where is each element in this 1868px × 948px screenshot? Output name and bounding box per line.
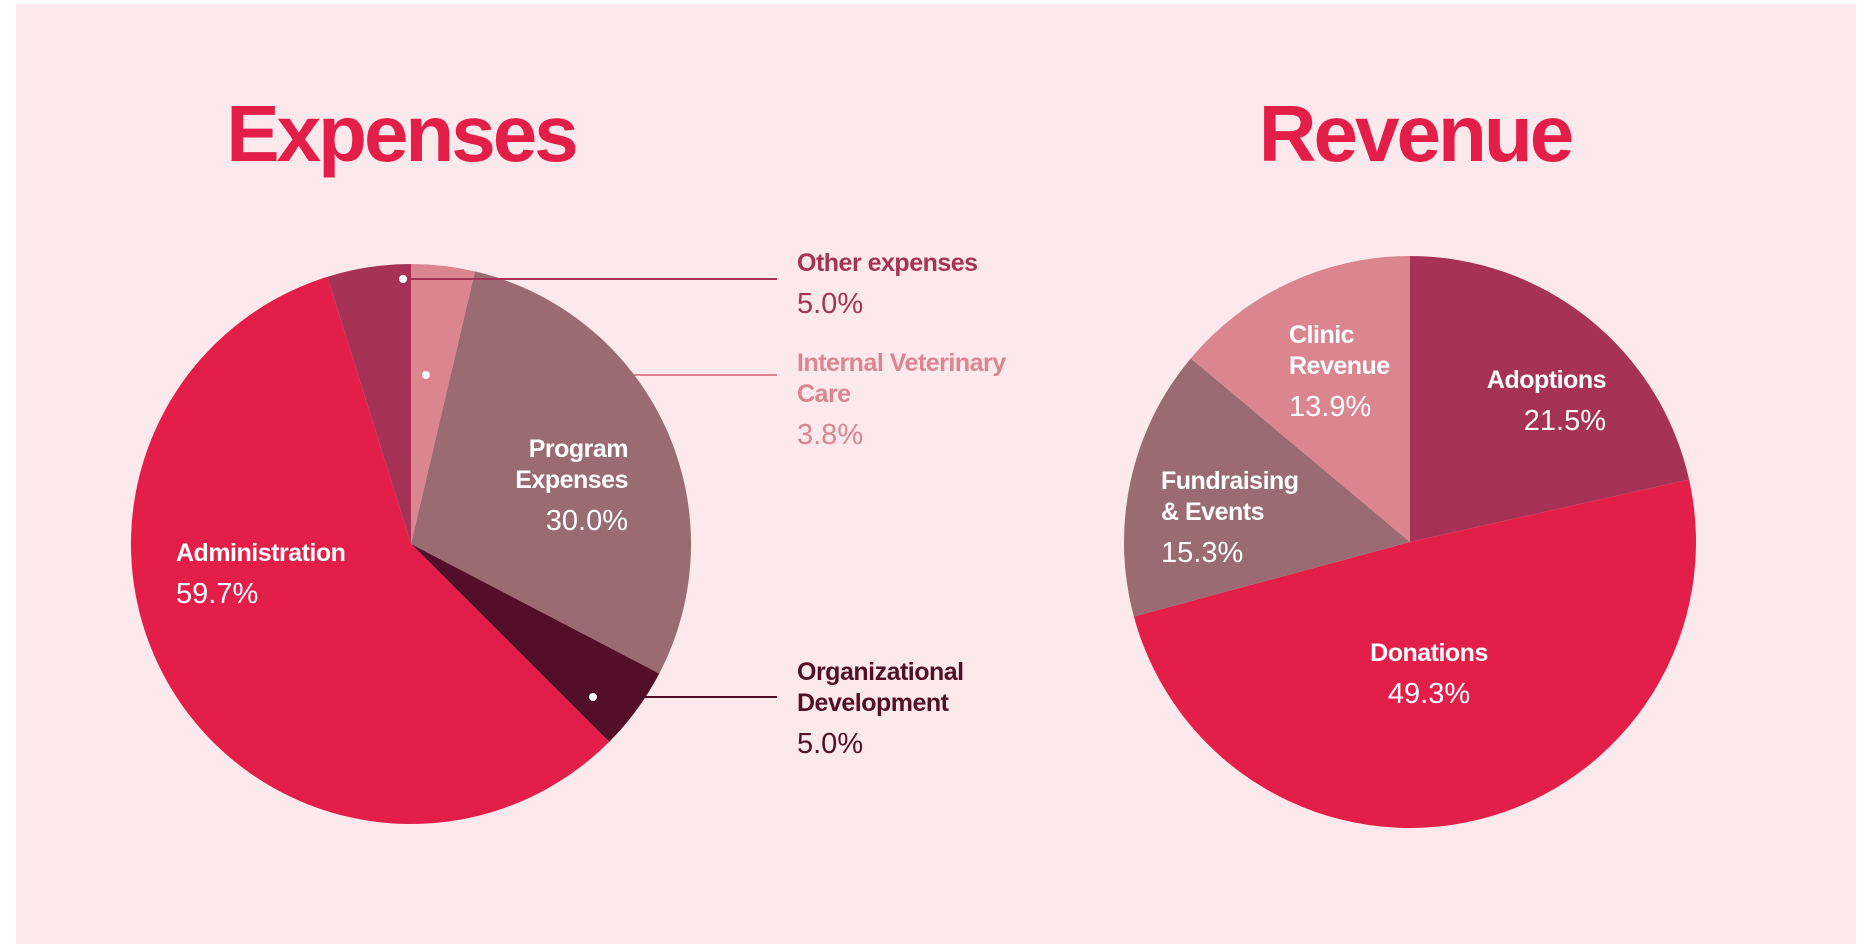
pie-slice	[411, 544, 660, 742]
slice-label: Fundraising & Events 15.3%	[1161, 466, 1321, 569]
category-label: Adoptions	[1486, 366, 1607, 394]
pie-slice	[411, 271, 691, 674]
chart-title: Revenue	[1259, 89, 1572, 178]
slice-label: Adoptions 21.5%	[1406, 365, 1607, 437]
category-label: Fundraising & Events	[1161, 467, 1299, 526]
category-label: Program Expenses	[515, 435, 628, 494]
value-label: 30.0%	[545, 505, 628, 537]
value-label: 59.7%	[176, 578, 259, 610]
slice-label: Administration 59.7%	[176, 538, 436, 610]
pie-slice	[1124, 358, 1410, 617]
slice-label: Internal Veterinary Care 3.8%	[797, 348, 1037, 451]
slice-label: Organizational Development 5.0%	[797, 657, 1027, 760]
category-label: Other expenses	[797, 249, 978, 277]
slice-label: Donations 49.3%	[1329, 638, 1529, 710]
value-label: 3.8%	[797, 419, 864, 451]
leader-dot	[397, 273, 409, 285]
category-label: Administration	[176, 539, 346, 567]
leader-dot	[420, 369, 432, 381]
category-label: Organizational Development	[797, 658, 964, 717]
pie-slice	[1410, 256, 1690, 542]
value-label: 15.3%	[1161, 537, 1244, 569]
value-label: 5.0%	[797, 288, 864, 320]
category-label: Internal Veterinary Care	[797, 349, 1006, 408]
category-label: Donations	[1370, 639, 1488, 667]
category-label: Clinic Revenue	[1289, 321, 1390, 380]
pie-slice	[1190, 256, 1410, 542]
slice-label: Program Expenses 30.0%	[468, 434, 628, 537]
pie-slice	[327, 264, 411, 544]
value-label: 13.9%	[1289, 391, 1372, 423]
pie-slice	[131, 276, 610, 824]
value-label: 5.0%	[797, 728, 864, 760]
pie-slice	[411, 264, 476, 544]
chart-title: Expenses	[226, 89, 576, 178]
pie-slice	[1133, 479, 1697, 829]
value-label: 21.5%	[1523, 405, 1606, 437]
slice-label: Clinic Revenue 13.9%	[1289, 320, 1409, 423]
leader-dot	[587, 691, 599, 703]
value-label: 49.3%	[1387, 678, 1471, 710]
slice-label: Other expenses 5.0%	[797, 248, 1037, 320]
